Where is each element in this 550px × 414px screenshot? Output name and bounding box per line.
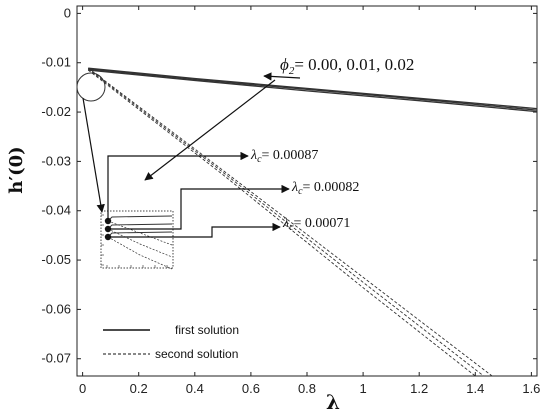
lambda-c-arrow-1 [107, 151, 249, 221]
y-tick-label: -0.05 [41, 252, 71, 267]
series-line-first-1 [88, 67, 538, 110]
y-tick-label: -0.01 [41, 55, 71, 70]
phi-symbol: ϕ [280, 55, 289, 74]
y-tick-label: 0 [64, 5, 71, 20]
x-axis-label: λ [326, 390, 340, 414]
x-tick-label: 0.6 [242, 381, 260, 396]
x-tick-label: 0.4 [186, 381, 204, 396]
legend-label-first: first solution [175, 323, 239, 337]
lambda-c-label-3: λc= 0.00071 [282, 216, 350, 233]
zoom-arrow [82, 97, 105, 213]
y-tick-label: -0.02 [41, 104, 71, 119]
zoom-circle [76, 72, 106, 102]
phi-values: = 0.00, 0.01, 0.02 [294, 55, 414, 74]
x-tick-label: 0 [79, 381, 86, 396]
y-tick-label: -0.07 [41, 351, 71, 366]
inset-second-line [107, 228, 173, 258]
lambda-c-label-1: λc= 0.00087 [250, 148, 318, 165]
phi-arrow-to-inset [144, 79, 276, 181]
series-layer [87, 67, 538, 377]
lambda-c-arrow-3 [108, 222, 281, 238]
series-line-second-1 [87, 67, 493, 377]
y-tick-label: -0.03 [41, 153, 71, 168]
y-axis-ticks: 0 -0.01 -0.02 -0.03 -0.04 -0.05 -0.06 -0.07 [41, 5, 537, 366]
phi-arrow-to-lines [263, 72, 301, 81]
x-tick-label: 0.2 [130, 381, 148, 396]
x-tick-label: 1.6 [522, 381, 540, 396]
zoom-inset [76, 72, 174, 270]
series-line-first-2 [88, 68, 538, 111]
lambda-c-label-2: λc= 0.00082 [291, 180, 359, 197]
legend: first solution second solution [103, 323, 239, 361]
legend-label-second: second solution [155, 347, 238, 361]
lambda-c-arrow-2 [108, 184, 290, 230]
x-axis-ticks: 0 0.2 0.4 0.6 0.8 1 1.2 1.4 1.6 [79, 6, 540, 396]
phi-annotation: ϕ2= 0.00, 0.01, 0.02 [280, 55, 414, 77]
phi-subscript: 2 [289, 65, 295, 77]
annotations: ϕ2= 0.00, 0.01, 0.02 λc= 0.00087 λc= 0.0… [82, 55, 414, 238]
y-axis-label: h′(0) [6, 146, 27, 193]
inset-frame [100, 210, 174, 269]
y-tick-label: -0.06 [41, 301, 71, 316]
x-tick-label: 0.8 [298, 381, 316, 396]
x-tick-label: 1 [359, 381, 366, 396]
series-line-first-3 [88, 69, 538, 113]
series-line-second-3 [87, 69, 476, 377]
x-tick-label: 1.4 [466, 381, 484, 396]
y-tick-label: -0.04 [41, 203, 71, 218]
inset-second-line [107, 236, 173, 270]
x-tick-label: 1.2 [410, 381, 428, 396]
